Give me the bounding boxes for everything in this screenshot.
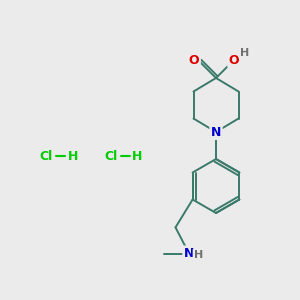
Text: H: H	[240, 47, 249, 58]
Text: Cl: Cl	[40, 149, 53, 163]
Text: Cl: Cl	[104, 149, 118, 163]
Text: N: N	[184, 247, 194, 260]
Text: H: H	[132, 149, 142, 163]
Text: O: O	[229, 53, 239, 67]
Text: H: H	[68, 149, 78, 163]
Text: H: H	[194, 250, 203, 260]
Text: O: O	[189, 53, 200, 67]
Text: N: N	[211, 125, 221, 139]
